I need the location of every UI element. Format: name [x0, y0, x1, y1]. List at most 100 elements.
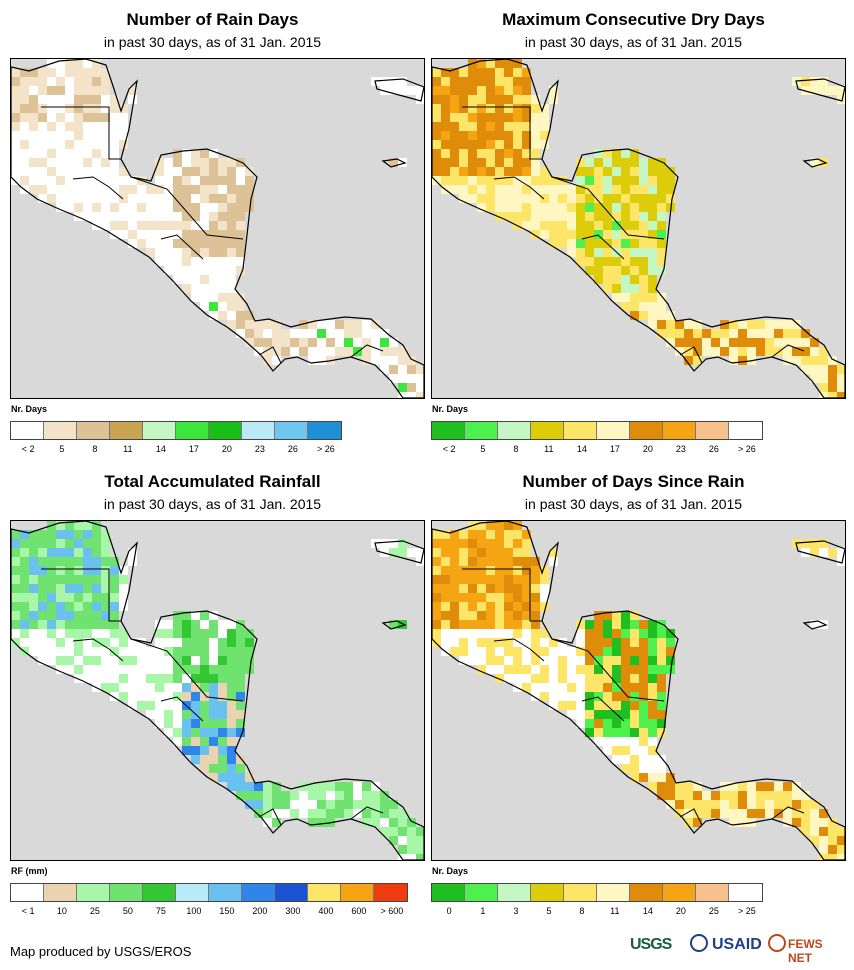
country-border [679, 808, 703, 826]
legend-tick: > 25 [737, 906, 756, 916]
map-rainfall [10, 520, 425, 861]
legend-tick: 75 [155, 906, 166, 916]
legend-tick: 17 [188, 444, 199, 454]
legend-swatch [110, 422, 143, 439]
panel-subtitle: in past 30 days, as of 31 Jan. 2015 [524, 496, 743, 512]
map-canvas [432, 521, 845, 860]
legend-swatch [374, 884, 407, 901]
country-border [350, 806, 384, 820]
usgs-logo[interactable]: USGS [630, 936, 672, 953]
legend-tick: > 600 [380, 906, 404, 916]
map-dry-days [431, 58, 846, 399]
legend-tick: 14 [642, 906, 653, 916]
legend-swatch [275, 422, 308, 439]
legend-swatch [498, 884, 531, 901]
legend-tick: 400 [318, 906, 334, 916]
legend-swatch [498, 422, 531, 439]
legend-swatch [44, 422, 77, 439]
legend-swatch [176, 884, 209, 901]
panel-subtitle: in past 30 days, as of 31 Jan. 2015 [524, 34, 743, 50]
legend-tick: 23 [254, 444, 265, 454]
map-days-since-rain [431, 520, 846, 861]
legend-title: RF (mm) [11, 866, 48, 876]
legend-swatch [176, 422, 209, 439]
panel-title: Number of Rain Days [126, 10, 299, 29]
legend-title: Nr. Days [432, 866, 469, 876]
legend-swatch [663, 884, 696, 901]
coastline [802, 158, 828, 168]
legend-swatch [110, 884, 143, 901]
panel-title: Maximum Consecutive Dry Days [502, 10, 765, 29]
coastline [432, 59, 845, 398]
panel-title: Total Accumulated Rainfall [104, 472, 321, 491]
legend-swatch [597, 884, 630, 901]
country-border [41, 568, 121, 622]
country-border [41, 106, 121, 160]
legend-swatch [308, 884, 341, 901]
map-canvas [11, 521, 424, 860]
country-border [771, 806, 805, 820]
raster-cells [432, 59, 845, 398]
coastline [381, 620, 407, 630]
legend-title: Nr. Days [432, 404, 469, 414]
legend-tick: < 1 [21, 906, 35, 916]
legend-swatch [432, 422, 465, 439]
legend-bar [10, 883, 408, 902]
legend-tick: 23 [675, 444, 686, 454]
country-border [130, 176, 244, 240]
legend-swatch [275, 884, 308, 901]
country-border [462, 568, 542, 622]
coastline [432, 521, 845, 860]
fewsnet-logo[interactable]: FEWS NET [788, 937, 823, 965]
usaid-seal-icon [690, 934, 708, 952]
legend-swatch [209, 422, 242, 439]
legend-tick: 11 [610, 906, 620, 916]
legend-tick: < 2 [21, 444, 35, 454]
legend-swatch [531, 422, 564, 439]
legend-bar [431, 883, 763, 902]
legend-swatch [77, 884, 110, 901]
legend-tick: 150 [219, 906, 235, 916]
legend-swatch [432, 884, 465, 901]
legend-swatch [465, 884, 498, 901]
legend-tick: > 26 [737, 444, 756, 454]
legend-swatch [663, 422, 696, 439]
coastline [795, 78, 845, 102]
legend-swatch [308, 422, 341, 439]
panel-rain-days: Number of Rain Days in past 30 days, as … [0, 0, 425, 460]
legend-tick: 20 [642, 444, 653, 454]
legend-tick: 1 [480, 906, 486, 916]
country-border [130, 638, 244, 702]
legend-swatch [630, 884, 663, 901]
raster-cells [11, 521, 424, 860]
legend-tick: 8 [513, 444, 519, 454]
panel-subtitle: in past 30 days, as of 31 Jan. 2015 [103, 496, 322, 512]
legend-tick: 11 [544, 444, 554, 454]
country-border [551, 638, 665, 702]
coastline [802, 620, 828, 630]
panel-dry-days: Maximum Consecutive Dry Days in past 30 … [421, 0, 846, 460]
usaid-logo[interactable]: USAID [712, 936, 762, 953]
map-rain-days [10, 58, 425, 399]
country-border [160, 234, 204, 260]
legend-swatch [729, 884, 762, 901]
map-canvas [11, 59, 424, 398]
legend-swatch [209, 884, 242, 901]
legend-swatch [143, 422, 176, 439]
legend-tick: 17 [609, 444, 620, 454]
legend-swatch [341, 884, 374, 901]
legend-tick: 600 [351, 906, 367, 916]
legend-swatch [77, 422, 110, 439]
legend-tick: 14 [576, 444, 587, 454]
coastline [381, 158, 407, 168]
country-border [679, 346, 703, 364]
legend-tick: 10 [56, 906, 67, 916]
country-border [771, 344, 805, 358]
fewsnet-seal-icon [768, 934, 786, 952]
country-border [72, 638, 124, 662]
legend-bar [431, 421, 763, 440]
raster-cells [432, 521, 845, 860]
coastline [11, 521, 424, 860]
legend-tick: 25 [89, 906, 100, 916]
footer-credit: Map produced by USGS/EROS [10, 944, 192, 959]
